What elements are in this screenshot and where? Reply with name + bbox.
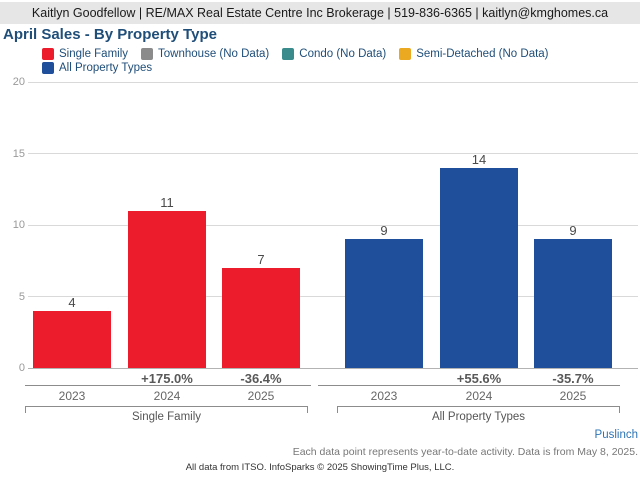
- bar-all-property-types-2025[interactable]: [534, 239, 612, 368]
- group-label-single-family: Single Family: [131, 411, 202, 423]
- gridline-0: [28, 367, 638, 369]
- group-divider-single-family: [25, 385, 311, 386]
- x-axis-year-single-family-2024: 2024: [153, 389, 181, 403]
- group-bracket-all-property-types: [337, 406, 620, 413]
- legend-swatch-townhouse-no-data-: [141, 47, 154, 60]
- page-title: April Sales - By Property Type: [3, 26, 217, 43]
- pct-change-all-property-types-2025: -35.7%: [552, 371, 594, 386]
- gridline-5: [28, 296, 638, 297]
- group-divider-all-property-types: [318, 385, 620, 386]
- legend-swatch-all-property-types: [42, 61, 54, 74]
- bar-value-single-family-2024: 11: [160, 194, 174, 210]
- y-axis-label-0: 0: [18, 362, 25, 374]
- bar-single-family-2024[interactable]: [128, 210, 206, 368]
- bar-value-all-property-types-2023: 9: [380, 223, 388, 239]
- x-axis-year-all-property-types-2024: 2024: [465, 389, 493, 403]
- bar-value-all-property-types-2025: 9: [569, 223, 577, 239]
- bar-single-family-2023[interactable]: [33, 310, 111, 368]
- gridline-10: [28, 224, 638, 226]
- bar-all-property-types-2023[interactable]: [345, 239, 423, 368]
- region-link[interactable]: Puslinch: [594, 429, 638, 441]
- bar-value-single-family-2023: 4: [68, 294, 76, 310]
- y-axis-label-10: 10: [12, 219, 25, 231]
- legend-swatch-single-family: [42, 47, 54, 60]
- pct-change-all-property-types-2024: +55.6%: [456, 371, 502, 386]
- attribution-text: All data from ITSO. InfoSparks © 2025 Sh…: [185, 462, 455, 473]
- legend-label: Townhouse (No Data): [158, 47, 270, 60]
- x-axis-year-single-family-2023: 2023: [58, 389, 86, 403]
- gridline-20: [28, 81, 638, 83]
- bar-single-family-2025[interactable]: [222, 267, 300, 368]
- gridline-15: [28, 153, 638, 154]
- pct-change-single-family-2024: +175.0%: [141, 371, 193, 386]
- legend-label: Single Family: [59, 47, 129, 60]
- bar-value-all-property-types-2024: 14: [471, 151, 487, 167]
- x-axis-year-single-family-2025: 2025: [247, 389, 275, 403]
- data-note: Each data point represents year-to-date …: [292, 446, 638, 458]
- legend-swatch-semi-detached-no-data-: [399, 47, 412, 60]
- legend-item-townhouse-no-data-[interactable]: Townhouse (No Data): [141, 47, 270, 60]
- legend-label: Semi-Detached (No Data): [416, 47, 549, 60]
- bar-value-single-family-2025: 7: [257, 251, 265, 267]
- group-bracket-single-family: [25, 406, 308, 413]
- legend-row-1: Single Family Townhouse (No Data) Condo (N…: [42, 47, 549, 60]
- legend-item-all-property-types[interactable]: All Property Types: [42, 61, 153, 74]
- legend-row-2: All Property Types: [42, 61, 152, 74]
- y-axis-label-15: 15: [12, 147, 25, 160]
- x-axis-year-all-property-types-2023: 2023: [370, 389, 398, 403]
- agent-contact-header: Kaitlyn Goodfellow | RE/MAX Real Estate …: [0, 2, 640, 24]
- y-axis-label-5: 5: [18, 290, 25, 303]
- y-axis-label-20: 20: [12, 76, 25, 88]
- pct-change-single-family-2025: -36.4%: [240, 371, 282, 386]
- x-axis-year-all-property-types-2025: 2025: [559, 389, 587, 403]
- bar-all-property-types-2024[interactable]: [440, 167, 518, 368]
- legend-item-single-family[interactable]: Single Family: [42, 47, 129, 60]
- legend-swatch-condo-no-data-: [282, 47, 295, 60]
- legend-item-semi-detached-no-data-[interactable]: Semi-Detached (No Data): [399, 47, 549, 60]
- legend-label: Condo (No Data): [299, 47, 387, 60]
- legend-label: All Property Types: [59, 61, 153, 74]
- legend-item-condo-no-data-[interactable]: Condo (No Data): [282, 47, 387, 60]
- group-label-all-property-types: All Property Types: [431, 411, 526, 423]
